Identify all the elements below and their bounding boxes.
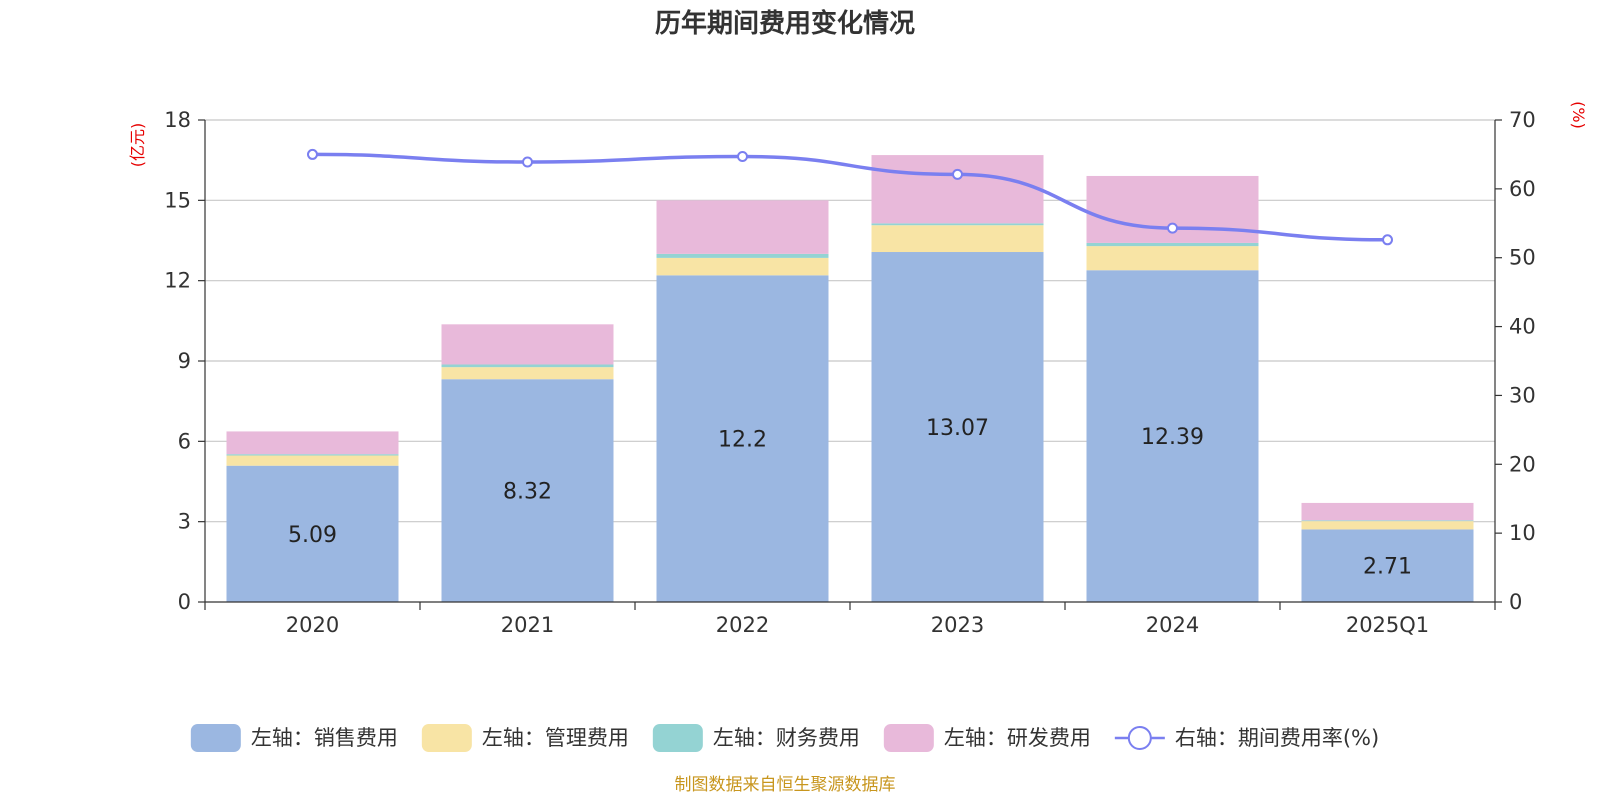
data-label-group: 5.09 8.32 12.2 13.07 12.39 2.71 bbox=[288, 416, 1412, 580]
x-tick-label: 2023 bbox=[931, 613, 984, 637]
data-label: 12.2 bbox=[718, 428, 767, 453]
rate-point bbox=[307, 148, 318, 160]
data-label: 8.32 bbox=[503, 480, 552, 505]
chart-title: 历年期间费用变化情况 bbox=[655, 8, 915, 39]
bar-segment bbox=[1086, 270, 1259, 602]
y-left-tick-label: 18 bbox=[164, 108, 191, 132]
bar-segment bbox=[226, 465, 399, 602]
legend: 左轴：销售费用 左轴：管理费用 左轴：财务费用 左轴：研发费用 右轴：期间费用率(%) bbox=[190, 724, 1379, 752]
bar-segment bbox=[226, 454, 399, 456]
rate-point bbox=[952, 168, 963, 180]
y-right-tick-label: 20 bbox=[1509, 452, 1536, 476]
rate-point bbox=[737, 150, 748, 162]
x-tick-label: 2022 bbox=[716, 613, 769, 637]
bar-segment bbox=[1301, 521, 1474, 530]
data-label: 12.39 bbox=[1141, 425, 1204, 450]
bar-segment bbox=[441, 324, 614, 365]
grid-lines bbox=[205, 119, 1495, 523]
rate-point bbox=[1167, 222, 1178, 234]
y-left-tick-label: 15 bbox=[164, 188, 191, 212]
bar-segment bbox=[871, 225, 1044, 253]
y-right-tick-label: 40 bbox=[1509, 315, 1536, 339]
y-right-tick-label: 50 bbox=[1509, 246, 1536, 270]
axes: 0 3 6 9 12 15 18 0 10 20 30 40 50 60 70 2020 2021 2022 202… bbox=[164, 108, 1535, 637]
rate-line-group bbox=[307, 148, 1393, 246]
y-left-tick-label: 12 bbox=[164, 269, 191, 293]
bar-segment bbox=[1086, 246, 1259, 271]
legend-label: 右轴：期间费用率(%) bbox=[1175, 726, 1379, 750]
legend-swatch bbox=[883, 724, 934, 752]
bar-segment bbox=[441, 379, 614, 602]
bar-segment bbox=[871, 252, 1044, 602]
bar-segment bbox=[656, 200, 829, 254]
bar-segment bbox=[656, 253, 829, 258]
y-right-tick-label: 70 bbox=[1509, 108, 1536, 132]
bar-group bbox=[226, 155, 1474, 602]
rate-line bbox=[312, 152, 1388, 242]
bar-segment bbox=[1301, 529, 1474, 602]
legend-label: 左轴：研发费用 bbox=[944, 726, 1091, 750]
x-tick-label: 2021 bbox=[501, 613, 554, 637]
bar-segment bbox=[656, 275, 829, 602]
legend-label: 左轴：管理费用 bbox=[482, 726, 629, 750]
y-left-tick-label: 6 bbox=[178, 429, 191, 453]
y-right-tick-label: 30 bbox=[1509, 383, 1536, 407]
bar-segment bbox=[226, 431, 399, 455]
y-left-unit: (亿元) bbox=[128, 123, 147, 168]
bar-segment bbox=[871, 223, 1044, 226]
y-left-tick-label: 0 bbox=[178, 590, 191, 614]
legend-swatch bbox=[652, 724, 703, 752]
bar-segment bbox=[441, 364, 614, 368]
y-left-tick-label: 9 bbox=[178, 349, 191, 373]
x-tick-label: 2024 bbox=[1146, 613, 1199, 637]
bar-segment bbox=[441, 367, 614, 380]
bar-segment bbox=[226, 455, 399, 466]
legend-swatch bbox=[421, 724, 472, 752]
y-right-unit: (%) bbox=[1569, 101, 1588, 129]
legend-label: 左轴：销售费用 bbox=[251, 726, 398, 750]
x-tick-label: 2020 bbox=[286, 613, 339, 637]
legend-label: 左轴：财务费用 bbox=[713, 726, 860, 750]
y-right-tick-label: 0 bbox=[1509, 590, 1522, 614]
bar-segment bbox=[871, 155, 1044, 224]
data-label: 13.07 bbox=[926, 416, 989, 441]
data-label: 5.09 bbox=[288, 523, 337, 548]
data-label: 2.71 bbox=[1363, 555, 1412, 580]
source-note: 制图数据来自恒生聚源数据库 bbox=[675, 775, 896, 795]
y-right-tick-label: 60 bbox=[1509, 177, 1536, 201]
bar-segment bbox=[1086, 242, 1259, 247]
y-left-tick-label: 3 bbox=[178, 510, 191, 534]
legend-swatch bbox=[190, 724, 241, 752]
bar-segment bbox=[656, 257, 829, 276]
rate-point bbox=[522, 156, 533, 168]
legend-circle-marker bbox=[1127, 726, 1152, 750]
bar-segment bbox=[1301, 502, 1474, 521]
y-right-tick-label: 10 bbox=[1509, 521, 1536, 545]
rate-point bbox=[1382, 234, 1393, 246]
bar-segment bbox=[1301, 520, 1474, 522]
x-tick-label: 2025Q1 bbox=[1346, 613, 1429, 637]
